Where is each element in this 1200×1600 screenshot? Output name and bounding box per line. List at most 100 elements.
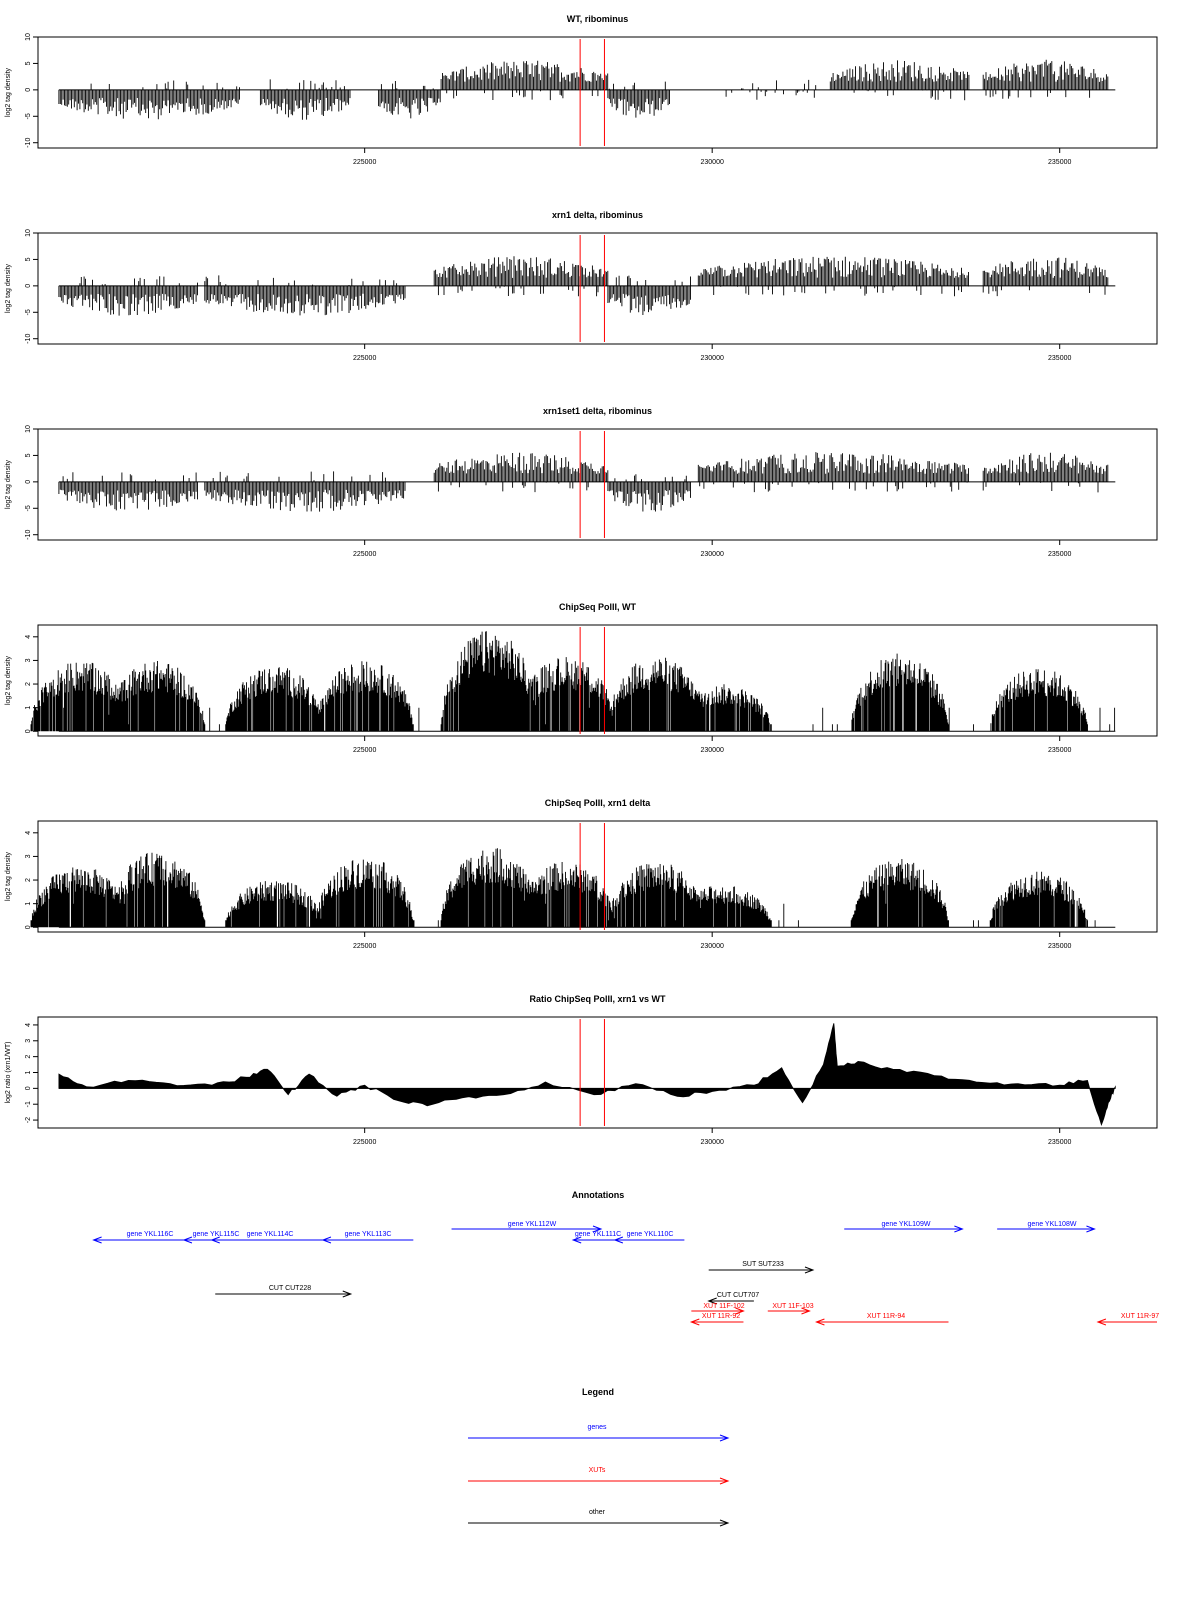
plot-frame: [37, 232, 1158, 345]
annotation-feature: gene YKL112W: [451, 1221, 603, 1233]
data-series: [30, 631, 1116, 732]
arrow-head: [182, 1236, 193, 1244]
arrow-head: [210, 1236, 220, 1244]
feature-label: gene YKL113C: [345, 1231, 392, 1238]
y-tick-label: 4: [25, 831, 32, 835]
x-tick-label: 225000: [353, 355, 376, 362]
legend-entry: genes: [468, 1424, 730, 1442]
arrow-head: [707, 1297, 717, 1305]
feature-label: CUT CUT228: [269, 1285, 311, 1292]
signal-bars: [30, 848, 1096, 928]
annotation-feature: gene YKL113C: [321, 1231, 414, 1244]
data-series: [58, 59, 1116, 120]
feature-label: gene YKL110C: [627, 1231, 674, 1238]
data-series: [58, 1023, 1116, 1127]
data-series: [58, 256, 1116, 316]
plot-frame: [37, 624, 1158, 737]
feature-label: gene YKL112W: [508, 1221, 557, 1228]
x-tick-label: 225000: [353, 747, 376, 754]
legend-entry: other: [468, 1509, 730, 1527]
y-tick-label: 1: [25, 902, 32, 906]
x-tick-label: 230000: [701, 1139, 724, 1146]
annotation-feature: gene YKL111C: [571, 1231, 629, 1244]
feature-label: XUT 11F-103: [772, 1303, 813, 1310]
data-series: [58, 452, 1116, 512]
annotation-feature: CUT CUT228: [215, 1285, 353, 1298]
signal-bars: [58, 256, 1109, 316]
y-tick-label: -5: [25, 309, 32, 315]
x-tick-label: 225000: [353, 551, 376, 558]
chart-panel-1: WT, ribominus log2 tag density -10 -5 0 5 10 22…: [5, 14, 1158, 166]
feature-label: gene YKL108W: [1028, 1221, 1077, 1228]
annotation-feature: gene YKL109W: [844, 1221, 964, 1233]
feature-label: XUT 11R-94: [867, 1313, 905, 1320]
y-tick-label: 2: [25, 1055, 32, 1059]
x-tick-label: 235000: [1048, 1139, 1071, 1146]
y-tick-label: 0: [25, 729, 32, 733]
x-tick-label: 225000: [353, 943, 376, 950]
plot-frame: [37, 820, 1158, 933]
arrow-head: [321, 1236, 332, 1244]
y-tick-label: 0: [25, 925, 32, 929]
arrow-head: [801, 1307, 811, 1315]
x-tick-label: 230000: [701, 747, 724, 754]
signal-bars: [58, 452, 1109, 512]
annotation-feature: XUT 11R-94: [815, 1313, 949, 1326]
annotations-title: Annotations: [572, 1190, 625, 1200]
y-tick-label: 0: [25, 1086, 32, 1090]
chart-title: Ratio ChipSeq PolII, xrn1 vs WT: [529, 994, 666, 1004]
chart-panel-6: Ratio ChipSeq PolII, xrn1 vs WT log2 rati…: [5, 994, 1158, 1146]
y-tick-label: 2: [25, 878, 32, 882]
y-tick-label: -1: [25, 1101, 32, 1107]
y-axis-label: log2 ratio (xrn1/WT): [5, 1042, 12, 1104]
y-axis-label: log2 tag density: [5, 459, 12, 509]
arrow-head: [719, 1519, 730, 1527]
chart-panel-4: ChipSeq PolII, WT log2 tag density 0 1 2 3 4 22…: [5, 602, 1158, 754]
plot-frame: [37, 1016, 1158, 1129]
x-tick-label: 235000: [1048, 355, 1071, 362]
annotation-feature: XUT 11R-97: [1096, 1313, 1159, 1326]
chart-title: WT, ribominus: [567, 14, 629, 24]
y-tick-label: 0: [25, 284, 32, 288]
chart-title: ChipSeq PolII, WT: [559, 602, 636, 612]
y-tick-label: 4: [25, 635, 32, 639]
signal-bars: [30, 631, 1116, 732]
annotation-feature: gene YKL108W: [997, 1221, 1096, 1233]
y-tick-label: -5: [25, 505, 32, 511]
y-axis-label: log2 tag density: [5, 263, 12, 313]
x-tick-label: 230000: [701, 943, 724, 950]
y-tick-label: 10: [25, 425, 32, 433]
chart-panel-3: xrn1set1 delta, ribominus log2 tag densit…: [5, 406, 1158, 558]
x-tick-label: 225000: [353, 159, 376, 166]
plot-frame: [37, 428, 1158, 541]
plot-frame: [37, 36, 1158, 149]
y-tick-label: 10: [25, 33, 32, 41]
arrow-head: [571, 1236, 582, 1244]
y-tick-label: 0: [25, 88, 32, 92]
signal-bars: [58, 59, 1109, 120]
y-tick-label: 10: [25, 229, 32, 237]
x-tick-label: 230000: [701, 355, 724, 362]
arrow-head: [954, 1225, 964, 1233]
annotation-feature: XUT 11R-92: [689, 1313, 744, 1326]
arrow-head: [1096, 1318, 1107, 1326]
annotation-feature: CUT CUT707: [707, 1292, 759, 1305]
feature-label: gene YKL109W: [882, 1221, 931, 1228]
feature-label: XUT 11R-97: [1121, 1313, 1159, 1320]
legend-entry: XUTs: [468, 1467, 730, 1485]
feature-label: gene YKL114C: [247, 1231, 294, 1238]
data-series: [30, 848, 1116, 928]
feature-label: XUT 11R-92: [702, 1313, 740, 1320]
y-tick-label: -10: [25, 334, 32, 344]
annotation-feature: XUT 11F-102: [691, 1303, 745, 1315]
arrow-head: [719, 1477, 730, 1485]
y-tick-label: 3: [25, 854, 32, 858]
arrow-head: [1086, 1225, 1096, 1233]
arrow-head: [613, 1236, 624, 1244]
arrow-head: [804, 1266, 815, 1274]
y-tick-label: -10: [25, 138, 32, 148]
arrow-head: [815, 1318, 825, 1326]
chart-title: xrn1set1 delta, ribominus: [543, 406, 652, 416]
x-tick-label: 235000: [1048, 747, 1071, 754]
y-tick-label: -2: [25, 1117, 32, 1123]
